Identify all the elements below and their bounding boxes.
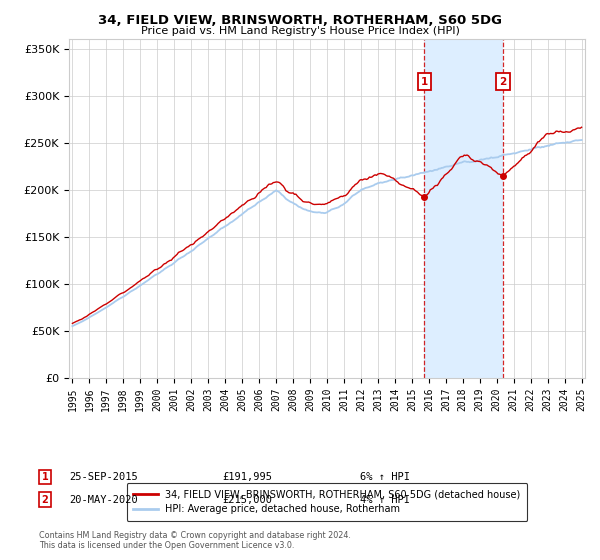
Text: £215,000: £215,000 [222,494,272,505]
Text: Contains HM Land Registry data © Crown copyright and database right 2024.
This d: Contains HM Land Registry data © Crown c… [39,530,351,550]
Text: £191,995: £191,995 [222,472,272,482]
Text: Price paid vs. HM Land Registry's House Price Index (HPI): Price paid vs. HM Land Registry's House … [140,26,460,36]
Text: 25-SEP-2015: 25-SEP-2015 [69,472,138,482]
Text: 4% ↑ HPI: 4% ↑ HPI [360,494,410,505]
Text: 1: 1 [41,472,49,482]
Bar [424,39,503,378]
Text: 6% ↑ HPI: 6% ↑ HPI [360,472,410,482]
Text: 2: 2 [500,77,507,87]
Text: 2: 2 [41,494,49,505]
Text: 34, FIELD VIEW, BRINSWORTH, ROTHERHAM, S60 5DG: 34, FIELD VIEW, BRINSWORTH, ROTHERHAM, S… [98,14,502,27]
Text: 20-MAY-2020: 20-MAY-2020 [69,494,138,505]
Text: 1: 1 [421,77,428,87]
Legend: 34, FIELD VIEW, BRINSWORTH, ROTHERHAM, S60 5DG (detached house), HPI: Average pr: 34, FIELD VIEW, BRINSWORTH, ROTHERHAM, S… [127,483,527,521]
